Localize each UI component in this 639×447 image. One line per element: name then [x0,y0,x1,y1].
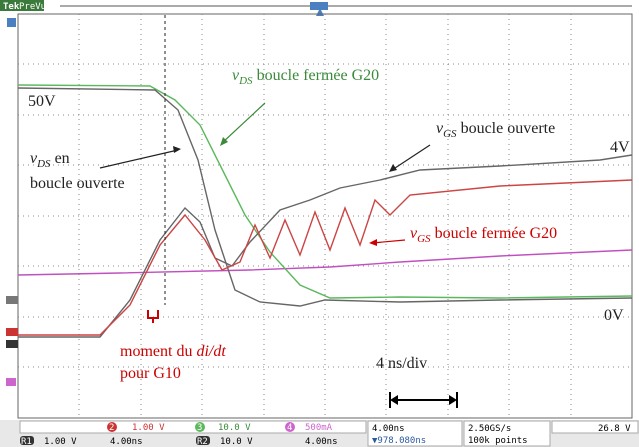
ch-marker [7,18,16,27]
record-window [310,2,328,10]
channel-badge: 3 [197,423,202,433]
ref-scale: 1.00 V [44,437,77,447]
status-cell [19,420,367,434]
ref-badge: R2 [197,437,208,447]
annotation: pour G10 [120,365,181,382]
status-cell [463,420,551,447]
trigger-level: 26.8 V [598,424,631,434]
vds-open-trace [17,87,633,307]
vgs-open-trace [18,154,633,338]
channel-scale: 10.0 V [218,423,251,433]
channel-badge: 4 [287,423,292,433]
level-label: 4V [610,139,630,156]
graticule [17,13,633,419]
timebase-label: 4 ns/div [376,355,427,372]
annotation: vDS en [30,150,70,170]
channel-badge: 2 [109,423,114,433]
didt-bracket [147,310,159,323]
annotation: moment du di/dt [120,343,226,360]
annotation: vGS boucle ouverte [436,120,555,140]
channel-scale: 1.00 V [132,423,165,433]
status-cell [551,420,639,434]
record-length: 100k points [468,436,528,446]
ch-marker [6,328,18,336]
annotation: boucle ouverte [30,175,125,192]
waveforms [17,84,633,338]
horizontal-position: ▼978.080ns [372,436,426,446]
annotation: vGS boucle fermée G20 [410,225,557,245]
mode: PreVu [19,2,46,12]
ch-marker [6,296,18,304]
ref-time: 4.00ns [305,437,338,447]
annotation: vDS boucle fermée G20 [232,67,379,87]
level-label: 0V [604,307,624,324]
ref-scale: 10.0 V [220,437,253,447]
level-label: 50V [28,93,56,110]
time-per-div: 4.00ns [372,424,405,434]
ref-badge: R1 [21,437,32,447]
current-trace [17,249,633,276]
arrows [99,102,458,408]
vgs-closed-trace [18,179,633,336]
brand: Tek [3,2,20,12]
ch-marker [6,378,16,386]
brand-box [0,0,44,11]
ref-time: 4.00ns [110,437,143,447]
ch-marker [6,340,18,348]
channel-scale: 500mA [305,423,333,433]
sample-rate: 2.50GS/s [468,424,511,434]
status-cell [367,420,463,447]
